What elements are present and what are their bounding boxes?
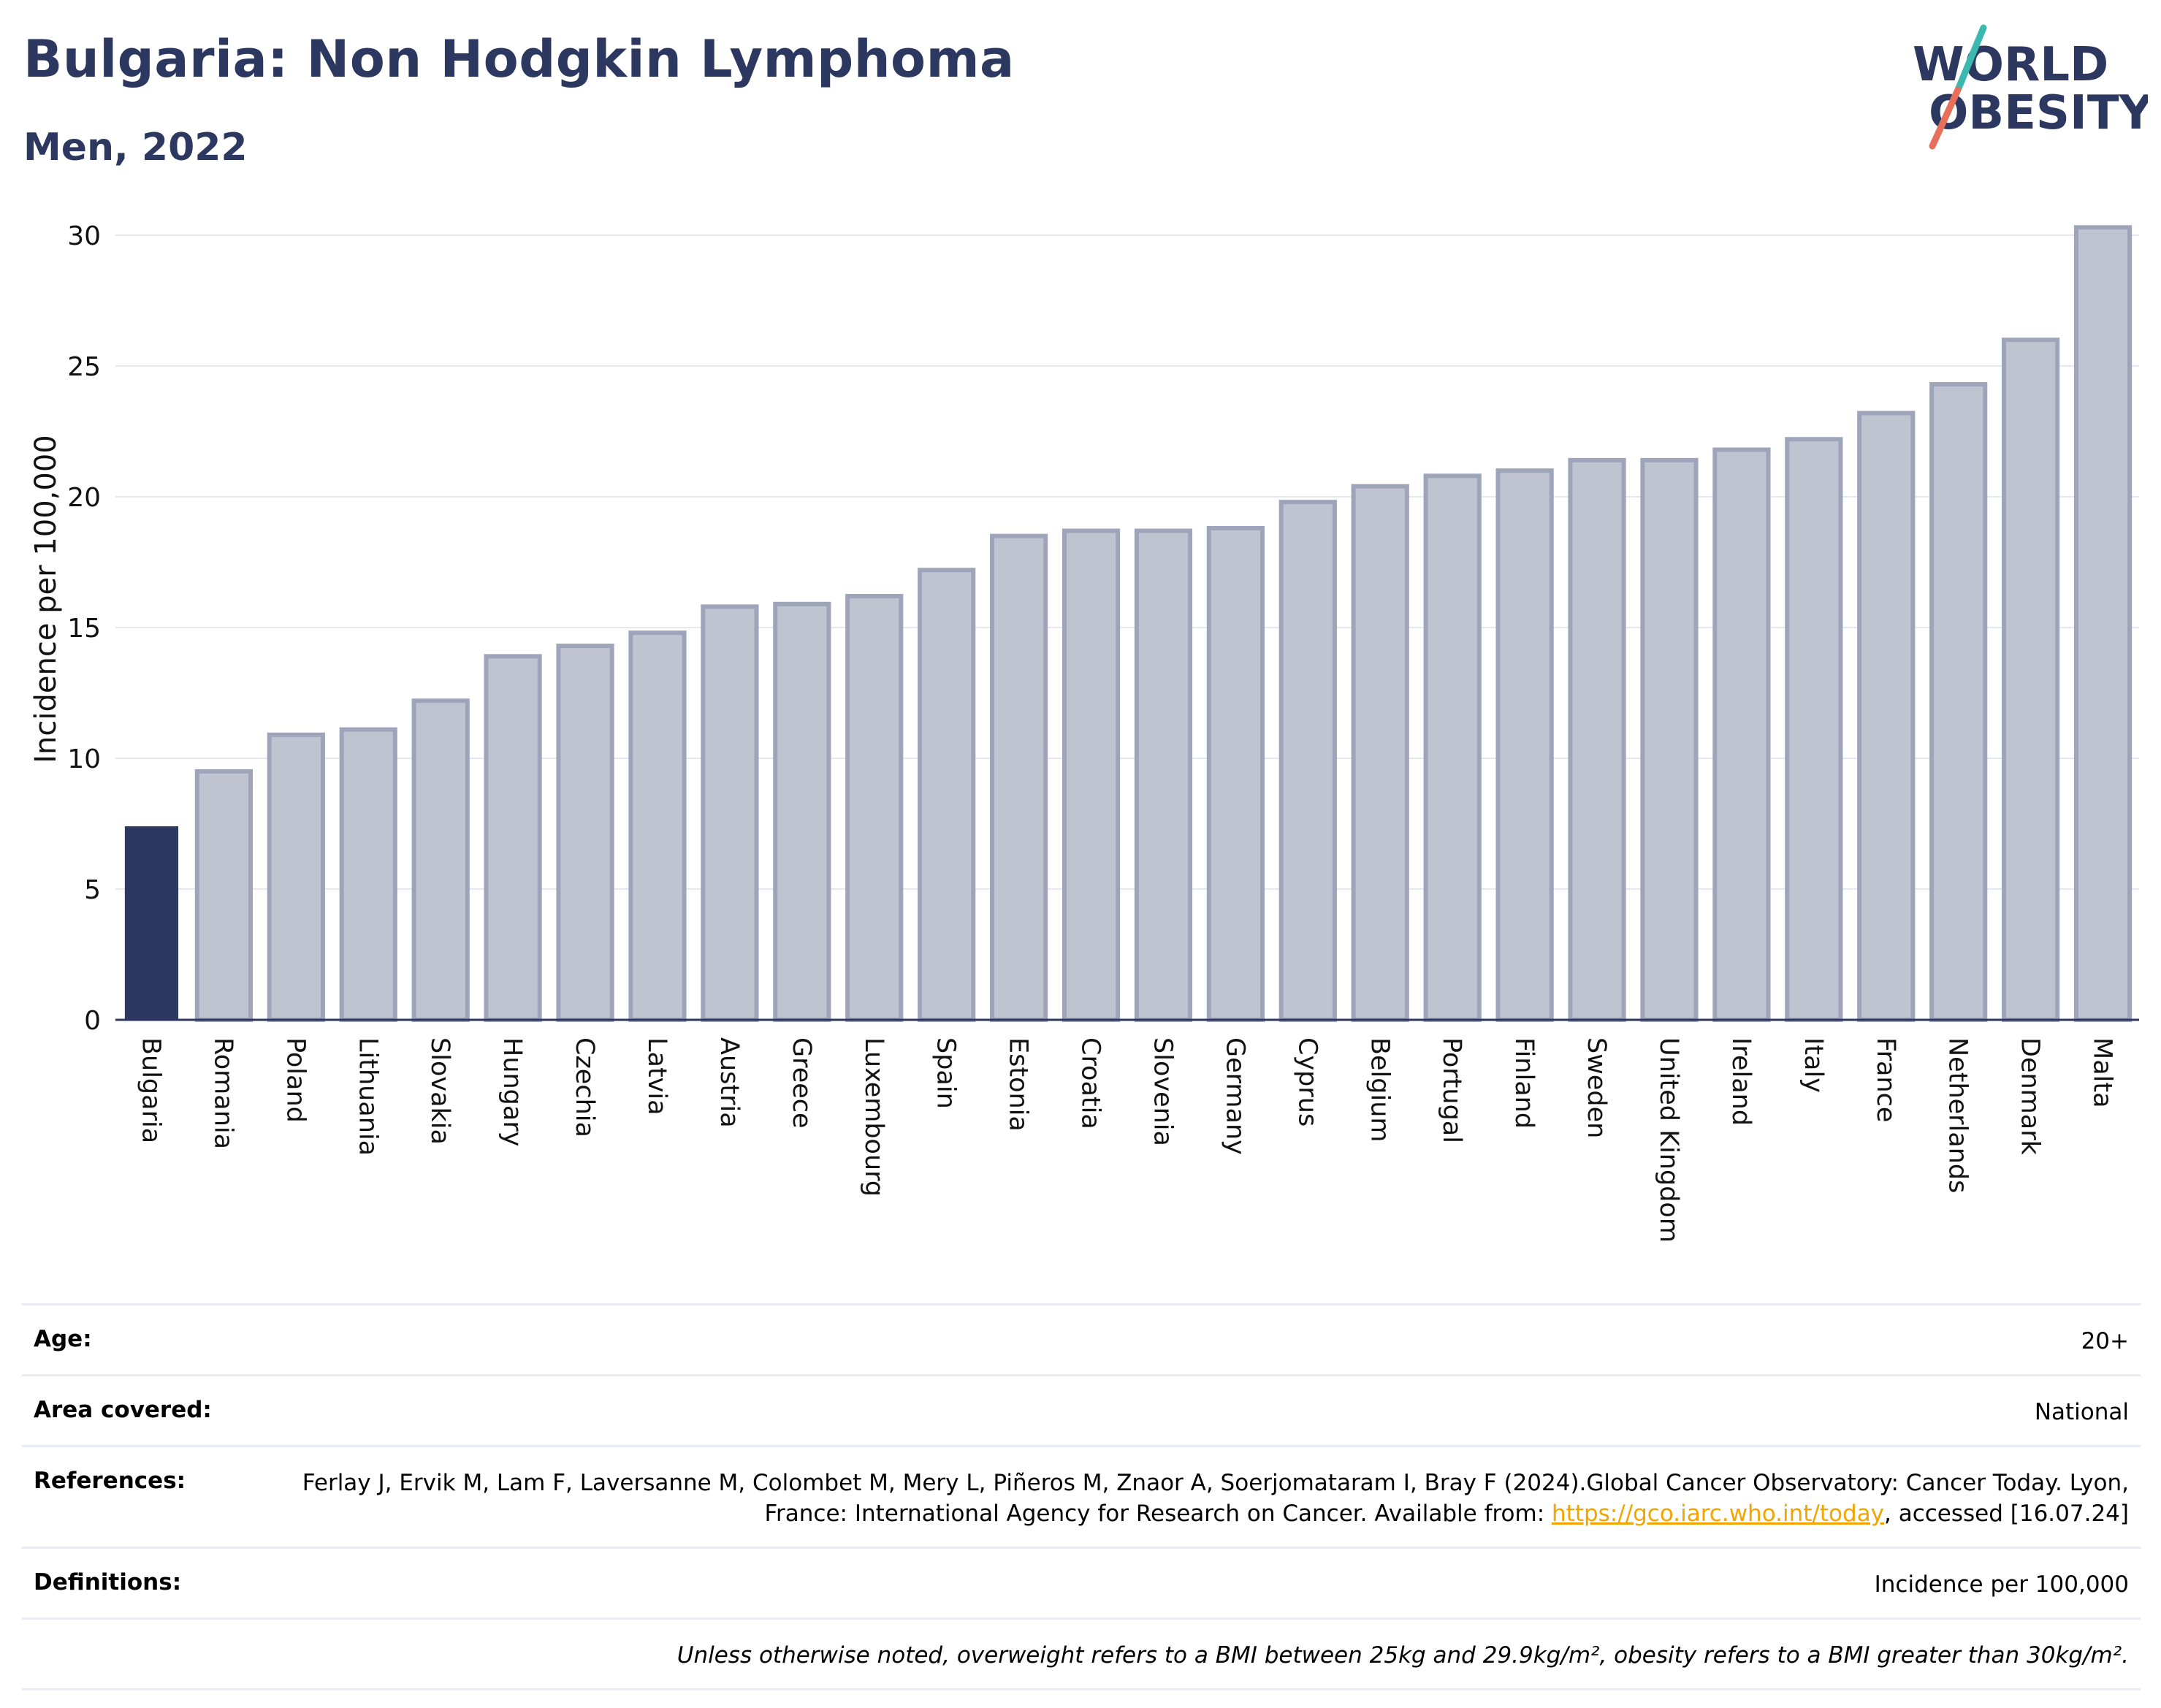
references-accessed: , accessed [16.07.24]: [1883, 1501, 2129, 1527]
y-tick-label-25: 25: [67, 352, 101, 382]
y-tick-label-5: 5: [84, 875, 101, 905]
bmi-note: Unless otherwise noted, overweight refer…: [676, 1642, 2129, 1669]
info-row-references: References: Ferlay J, Ervik M, Lam F, La…: [22, 1445, 2141, 1547]
y-tick-label-15: 15: [67, 614, 101, 644]
x-tick-label-united-kingdom: United Kingdom: [1654, 1037, 1683, 1243]
bar-hungary: [484, 654, 542, 1022]
info-row-age: Age: 20+: [22, 1303, 2141, 1374]
references-text: Ferlay J, Ervik M, Lam F, Laversanne M, …: [302, 1470, 2129, 1527]
bar-portugal: [1423, 473, 1482, 1022]
info-row-definitions: Definitions: Incidence per 100,000: [22, 1547, 2141, 1617]
bar-sweden: [1568, 457, 1626, 1022]
bar-netherlands: [1929, 382, 1988, 1022]
bar-germany: [1206, 525, 1265, 1022]
info-row-area: Area covered: National: [22, 1374, 2141, 1445]
x-tick-label-portugal: Portugal: [1437, 1037, 1466, 1143]
x-tick-label-denmark: Denmark: [2016, 1037, 2045, 1156]
bar-cyprus: [1278, 500, 1337, 1022]
area-label: Area covered:: [34, 1397, 212, 1423]
logo-slash-teal: [1954, 24, 1987, 94]
x-tick-label-germany: Germany: [1220, 1037, 1249, 1155]
x-tick-label-netherlands: Netherlands: [1943, 1037, 1973, 1193]
bar-malta: [2073, 225, 2133, 1022]
bar-spain: [918, 568, 976, 1022]
bar-france: [1857, 411, 1916, 1022]
bar-finland: [1495, 468, 1554, 1022]
bar-estonia: [990, 533, 1048, 1022]
x-tick-label-hungary: Hungary: [498, 1037, 527, 1146]
y-tick-label-0: 0: [84, 1006, 101, 1036]
world-obesity-logo: WORLD OBESITY: [1913, 24, 2148, 150]
x-tick-label-finland: Finland: [1509, 1037, 1539, 1129]
y-axis-ticks: 0 5 10 15 20 25 30: [67, 221, 101, 1036]
bar-greece: [773, 601, 831, 1022]
logo-line-2: OBESITY: [1929, 86, 2148, 140]
x-tick-label-poland: Poland: [281, 1037, 310, 1123]
bar-croatia: [1062, 528, 1121, 1022]
x-tick-label-belgium: Belgium: [1365, 1037, 1394, 1143]
x-axis-labels: Bulgaria Romania Poland Lithuania Slovakia Hu…: [136, 1037, 2116, 1243]
bar-slovakia: [411, 698, 470, 1022]
bar-italy: [1785, 437, 1843, 1022]
bar-luxembourg: [845, 594, 904, 1022]
age-value: 20+: [2081, 1328, 2129, 1354]
x-tick-label-bulgaria: Bulgaria: [136, 1037, 165, 1143]
x-tick-label-italy: Italy: [1799, 1037, 1828, 1093]
definitions-label: Definitions:: [34, 1569, 182, 1595]
references-label: References:: [34, 1468, 186, 1494]
references-link[interactable]: https://gco.iarc.who.int/today: [1552, 1501, 1884, 1527]
x-tick-label-luxembourg: Luxembourg: [859, 1037, 888, 1197]
x-tick-label-czechia: Czechia: [570, 1037, 599, 1137]
bar-latvia: [628, 630, 687, 1022]
x-tick-label-malta: Malta: [2088, 1037, 2117, 1108]
age-label: Age:: [34, 1326, 92, 1352]
bar-bulgaria: [124, 826, 179, 1020]
x-tick-label-croatia: Croatia: [1076, 1037, 1105, 1129]
y-tick-label-10: 10: [67, 744, 101, 774]
bar-poland: [267, 732, 325, 1023]
area-value: National: [2034, 1399, 2129, 1425]
y-tick-label-30: 30: [67, 221, 101, 251]
x-tick-label-france: France: [1871, 1037, 1900, 1122]
bar-romania: [194, 769, 253, 1023]
x-tick-label-latvia: Latvia: [642, 1037, 671, 1116]
bar-chart: 0 5 10 15 20 25 30 Bulgaria Romania Poland Lithua…: [29, 221, 2139, 1243]
bar-denmark: [2002, 338, 2060, 1022]
logo-slash-coral: [1929, 86, 1962, 150]
chart-subtitle: Men, 2022: [23, 126, 248, 169]
bar-united-kingdom: [1640, 457, 1699, 1022]
x-tick-label-romania: Romania: [208, 1037, 237, 1149]
x-tick-label-lithuania: Lithuania: [353, 1037, 382, 1156]
x-tick-label-slovenia: Slovenia: [1148, 1037, 1177, 1146]
bar-belgium: [1351, 484, 1409, 1022]
info-row-note: Unless otherwise noted, overweight refer…: [22, 1617, 2141, 1690]
info-table: Age: 20+ Area covered: National Referenc…: [22, 1303, 2141, 1690]
x-tick-label-cyprus: Cyprus: [1292, 1037, 1322, 1126]
x-tick-label-austria: Austria: [714, 1037, 744, 1128]
bar-czechia: [556, 644, 614, 1022]
chart-title: Bulgaria: Non Hodgkin Lymphoma: [23, 29, 1015, 89]
bar-austria: [701, 604, 759, 1022]
bar-ireland: [1712, 447, 1771, 1022]
definitions-value: Incidence per 100,000: [1874, 1571, 2129, 1598]
y-tick-label-20: 20: [67, 483, 101, 513]
x-tick-label-ireland: Ireland: [1726, 1037, 1756, 1126]
references-value: Ferlay J, Ervik M, Lam F, Laversanne M, …: [244, 1468, 2129, 1529]
x-tick-label-spain: Spain: [931, 1037, 961, 1109]
bars: [115, 225, 2139, 1023]
x-tick-label-sweden: Sweden: [1582, 1037, 1611, 1138]
bar-slovenia: [1134, 528, 1193, 1022]
logo-line-1: WORLD: [1913, 38, 2108, 92]
x-tick-label-greece: Greece: [787, 1037, 816, 1129]
x-tick-label-estonia: Estonia: [1004, 1037, 1033, 1132]
x-tick-label-slovakia: Slovakia: [425, 1037, 454, 1145]
bar-lithuania: [339, 727, 397, 1022]
y-axis-title: Incidence per 100,000: [29, 435, 63, 763]
